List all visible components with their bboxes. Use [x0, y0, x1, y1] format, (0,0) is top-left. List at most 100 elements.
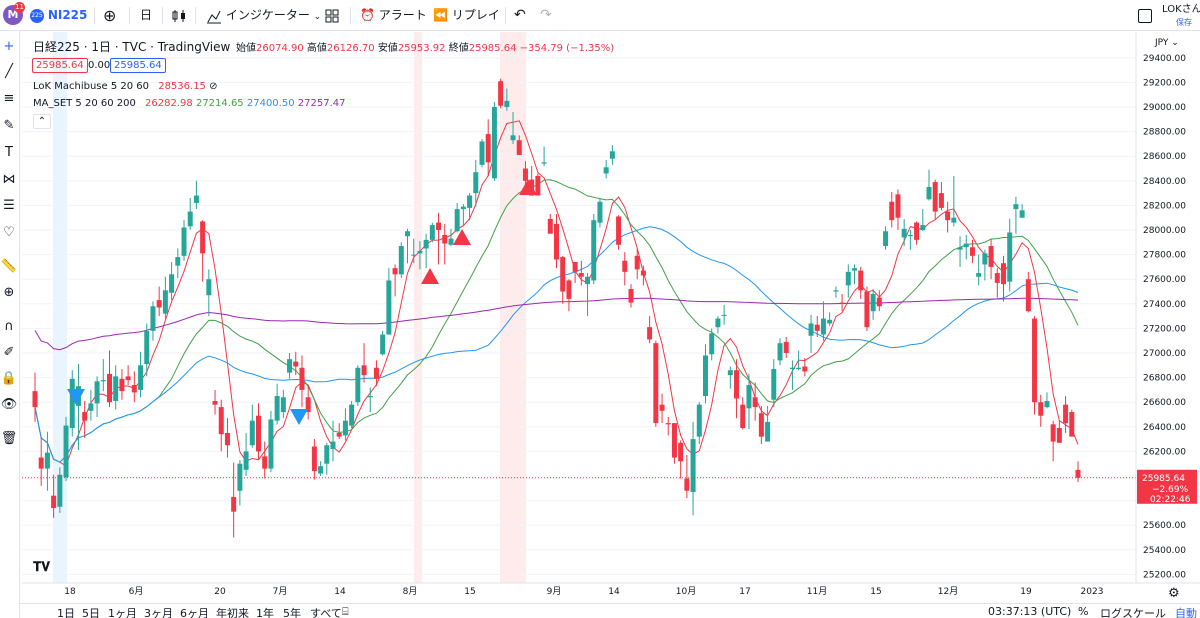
- interval-button[interactable]: 日: [140, 8, 153, 22]
- candle-body: [44, 452, 50, 469]
- candle-body: [622, 260, 628, 272]
- time-range-8[interactable]: すべて: [310, 607, 342, 618]
- candle-body: [591, 220, 597, 281]
- candle-body: [224, 432, 230, 446]
- symbol-name: NI225: [47, 8, 88, 22]
- candle-body: [852, 268, 857, 271]
- candle-body: [504, 100, 510, 108]
- candle-body: [442, 234, 448, 244]
- candle-body: [554, 223, 559, 260]
- zoom-icon[interactable]: ⊕: [3, 285, 15, 300]
- replay-label: リプレイ: [451, 8, 500, 22]
- candle-body: [1007, 232, 1013, 282]
- auto-scale-toggle[interactable]: 自動: [1175, 607, 1197, 618]
- collapse-legend-button[interactable]: ⌃: [33, 114, 51, 129]
- time-range-6[interactable]: 1年: [256, 607, 274, 618]
- grid-icon[interactable]: [325, 0, 339, 31]
- utc-clock[interactable]: 03:37:13 (UTC): [988, 605, 1072, 618]
- sell-price-box[interactable]: 25985.64: [32, 58, 88, 73]
- candle-body: [162, 290, 168, 314]
- percent-toggle[interactable]: %: [1078, 605, 1089, 618]
- undo-button[interactable]: ↶: [514, 7, 526, 23]
- candle-body: [516, 140, 522, 155]
- close-label: 終値: [448, 43, 469, 54]
- calendar-icon[interactable]: ⌸: [342, 605, 349, 618]
- time-tick: 20: [214, 587, 226, 597]
- symbol-search[interactable]: 225 NI225: [30, 0, 87, 31]
- time-range-1[interactable]: 5日: [82, 607, 100, 618]
- price-tick: 26200.00: [1143, 447, 1186, 457]
- price-tick: 27000.00: [1143, 349, 1186, 359]
- trend-line-icon[interactable]: ╱: [5, 64, 13, 79]
- alert-button[interactable]: ⏰ アラート: [360, 0, 427, 31]
- heart-icon[interactable]: ♡: [3, 225, 15, 240]
- candle-body: [578, 273, 584, 277]
- spread-value: 0.00: [88, 60, 111, 71]
- candle-body: [951, 217, 957, 223]
- indicators-button[interactable]: インジケーター ⌄: [206, 0, 321, 31]
- indicator-legend-ma-set[interactable]: MA_SET 5 20 60 200 26282.98 27214.65 274…: [33, 98, 345, 109]
- time-range-7[interactable]: 5年: [283, 607, 301, 618]
- candles-icon[interactable]: [171, 0, 187, 31]
- eye-icon[interactable]: 👁: [0, 397, 18, 412]
- open-value: 26074.90: [256, 43, 304, 54]
- candle-body: [709, 333, 715, 355]
- pattern-icon[interactable]: ⋈: [2, 172, 16, 187]
- add-symbol-button[interactable]: ⊕: [103, 6, 117, 25]
- time-range-4[interactable]: 6ヶ月: [180, 607, 209, 618]
- candle-body: [926, 186, 932, 200]
- time-range-3[interactable]: 3ヶ月: [144, 607, 173, 618]
- stay-in-drawing-icon[interactable]: ✐: [3, 345, 15, 360]
- candle-body: [969, 247, 975, 256]
- candle-body: [386, 280, 392, 335]
- candle-body: [597, 201, 603, 223]
- indicators-icon: [207, 10, 221, 23]
- user-name[interactable]: LOKさん: [1162, 4, 1200, 15]
- candle-body: [957, 247, 963, 250]
- lock-icon[interactable]: 🔒: [0, 371, 18, 386]
- candle-body: [355, 367, 361, 403]
- fib-icon[interactable]: ≡: [3, 91, 15, 106]
- candle-body: [510, 135, 516, 141]
- candle-body: [318, 466, 324, 474]
- price-tick: 25400.00: [1143, 546, 1186, 556]
- candle-body: [69, 378, 75, 429]
- candle-body: [932, 182, 938, 212]
- symbol-badge: 225: [30, 8, 44, 23]
- candle-body: [777, 343, 783, 361]
- ruler-icon[interactable]: 📏: [0, 259, 18, 274]
- bar-countdown: 02:22:46: [1150, 495, 1191, 505]
- candle-body: [498, 81, 504, 106]
- candle-body: [119, 378, 125, 392]
- save-status: 保存: [1176, 18, 1192, 27]
- price-tick: 25600.00: [1143, 521, 1186, 531]
- redo-button[interactable]: ↷: [540, 7, 552, 23]
- brush-icon[interactable]: ✎: [3, 118, 15, 133]
- candle-body: [454, 209, 460, 232]
- candle-body: [405, 231, 410, 237]
- prediction-icon[interactable]: ☰: [3, 198, 15, 213]
- candle-body: [914, 222, 920, 240]
- last-price-change: −2.69%: [1152, 485, 1189, 495]
- time-range-2[interactable]: 1ヶ月: [108, 607, 137, 618]
- time-tick: 19: [1020, 587, 1032, 597]
- time-tick: 2023: [1081, 587, 1104, 597]
- price-tick: 28000.00: [1143, 226, 1186, 236]
- replay-button[interactable]: ⏪ リプレイ: [433, 0, 500, 31]
- candle-body: [206, 279, 212, 296]
- buy-price-box[interactable]: 25985.64: [110, 58, 166, 73]
- indicator-legend-machibuse[interactable]: LoK Machibuse 5 20 60 28536.15 ⊘: [33, 81, 218, 92]
- tradingview-logo[interactable]: 𝐓𝐕: [33, 560, 50, 575]
- time-range-5[interactable]: 年初来: [216, 607, 249, 618]
- candle-body: [746, 384, 752, 409]
- candle-body: [1038, 402, 1044, 416]
- time-range-0[interactable]: 1日: [57, 607, 75, 618]
- crosshair-icon[interactable]: +: [3, 39, 15, 54]
- candle-body: [262, 456, 268, 469]
- candle-body: [280, 397, 286, 413]
- log-scale-toggle[interactable]: ログスケール: [1100, 607, 1166, 618]
- trash-icon[interactable]: 🗑: [0, 431, 18, 446]
- magnet-icon[interactable]: ∩: [4, 319, 14, 334]
- text-icon[interactable]: T: [5, 145, 13, 160]
